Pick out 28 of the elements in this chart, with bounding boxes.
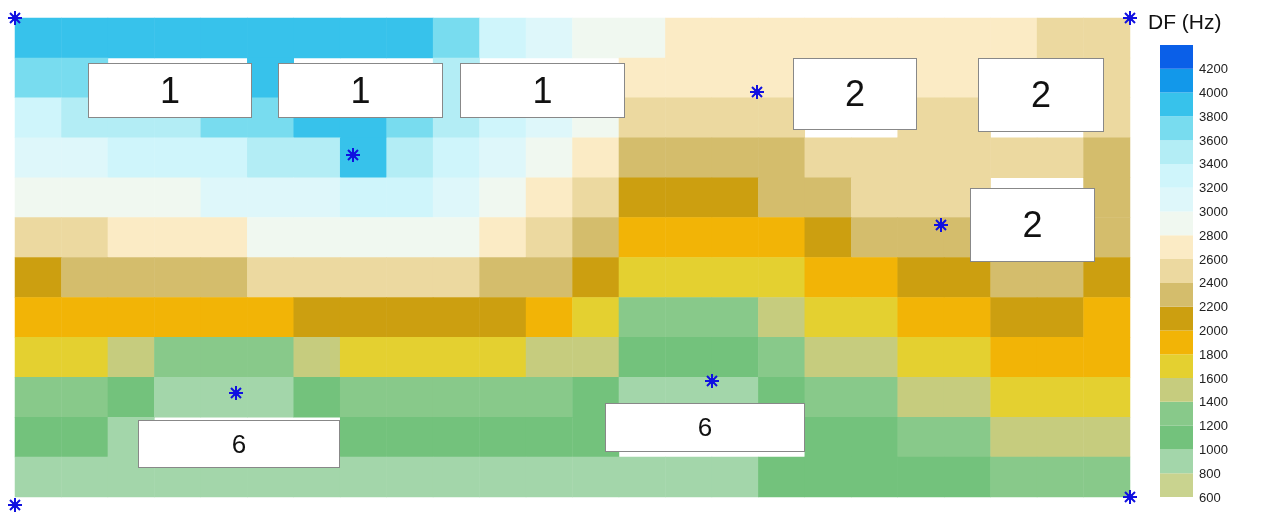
- color-bar-label: 1400: [1199, 394, 1228, 410]
- color-bar-label: 1800: [1199, 346, 1228, 362]
- color-bar-label: 1600: [1199, 370, 1228, 386]
- text-box: 1: [278, 63, 443, 118]
- text-box: 1: [88, 63, 252, 118]
- color-bar-label: 4000: [1199, 85, 1228, 101]
- color-bar-label: 3800: [1199, 108, 1228, 124]
- color-bar-label: 2200: [1199, 299, 1228, 315]
- color-bar-label: 3000: [1199, 204, 1228, 220]
- color-bar-label: 2000: [1199, 322, 1228, 338]
- color-bar-label: 3400: [1199, 156, 1228, 172]
- text-box: 2: [978, 58, 1104, 132]
- color-bar-label: 800: [1199, 465, 1221, 481]
- color-bar-label: 2800: [1199, 227, 1228, 243]
- text-box: 6: [138, 420, 340, 468]
- color-bar-label: 600: [1199, 489, 1221, 505]
- color-bar-label: 2400: [1199, 275, 1228, 291]
- color-bar-label: 1200: [1199, 418, 1228, 434]
- color-bar-label: 4200: [1199, 61, 1228, 77]
- color-bar-label: 2600: [1199, 251, 1228, 267]
- text-box: 2: [970, 188, 1095, 262]
- text-box: 6: [605, 403, 805, 452]
- text-box: 2: [793, 58, 917, 130]
- color-bar-label: 3200: [1199, 180, 1228, 196]
- color-bar-label: 1000: [1199, 441, 1228, 457]
- text-box: 1: [460, 63, 625, 118]
- color-bar-label: 3600: [1199, 132, 1228, 148]
- color-bar-title: DF (Hz): [1148, 10, 1222, 34]
